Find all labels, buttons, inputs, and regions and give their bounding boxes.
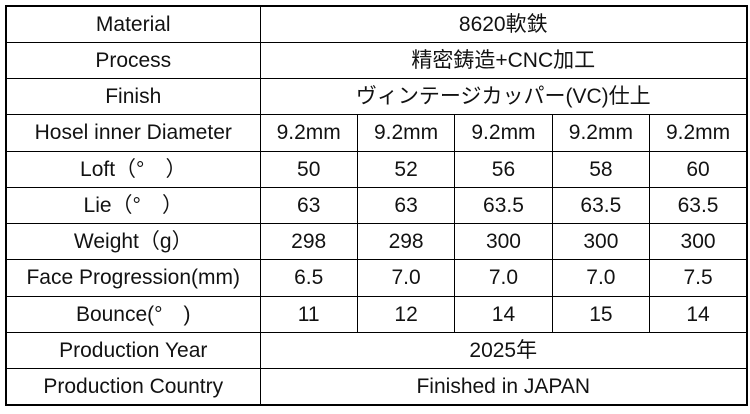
- row-label: Material: [5, 5, 261, 43]
- table-row-loft: Loft（° ） 50 52 56 58 60: [5, 150, 748, 188]
- cell-value: 9.2mm: [356, 114, 456, 152]
- cell-value: 14: [454, 295, 553, 333]
- row-value: 8620軟鉄: [259, 5, 748, 43]
- row-label: Lie（° ）: [5, 186, 261, 225]
- cell-value: 14: [649, 295, 748, 333]
- row-value: 精密鋳造+CNC加工: [259, 41, 748, 80]
- table-row-process: Process 精密鋳造+CNC加工: [5, 41, 748, 80]
- cell-value: 300: [551, 223, 651, 261]
- row-value: ヴィンテージカッパー(VC)仕上: [259, 78, 748, 116]
- table-row-finish: Finish ヴィンテージカッパー(VC)仕上: [5, 78, 748, 116]
- row-label: Production Country: [5, 368, 261, 406]
- row-label: Face Progression(mm): [5, 259, 261, 297]
- cell-value: 60: [649, 150, 748, 188]
- cell-value: 58: [551, 150, 651, 188]
- table-row-weight: Weight（g） 298 298 300 300 300: [5, 223, 748, 261]
- cell-value: 50: [259, 150, 358, 188]
- cell-value: 9.2mm: [259, 114, 358, 152]
- cell-value: 6.5: [259, 259, 358, 297]
- product-spec-table: Material 8620軟鉄 Process 精密鋳造+CNC加工 Finis…: [5, 5, 749, 406]
- row-label: Finish: [5, 78, 261, 116]
- cell-value: 298: [259, 223, 358, 261]
- cell-value: 63.5: [551, 186, 651, 225]
- cell-value: 63: [259, 186, 358, 225]
- cell-value: 7.0: [551, 259, 651, 297]
- table-row-hosel-diameter: Hosel inner Diameter 9.2mm 9.2mm 9.2mm 9…: [5, 114, 748, 152]
- cell-value: 52: [356, 150, 456, 188]
- cell-value: 9.2mm: [551, 114, 651, 152]
- cell-value: 63.5: [454, 186, 553, 225]
- cell-value: 9.2mm: [454, 114, 553, 152]
- table-row-bounce: Bounce(° ) 11 12 14 15 14: [5, 295, 748, 333]
- row-label: Hosel inner Diameter: [5, 114, 261, 152]
- cell-value: 300: [649, 223, 748, 261]
- cell-value: 9.2mm: [649, 114, 748, 152]
- table-row-production-year: Production Year 2025年: [5, 331, 748, 370]
- cell-value: 300: [454, 223, 553, 261]
- cell-value: 11: [259, 295, 358, 333]
- table-row-production-country: Production Country Finished in JAPAN: [5, 368, 748, 406]
- row-label: Weight（g）: [5, 223, 261, 261]
- cell-value: 15: [551, 295, 651, 333]
- cell-value: 7.5: [649, 259, 748, 297]
- table-row-material: Material 8620軟鉄: [5, 5, 748, 43]
- cell-value: 63: [356, 186, 456, 225]
- row-label: Process: [5, 41, 261, 80]
- cell-value: 7.0: [454, 259, 553, 297]
- cell-value: 56: [454, 150, 553, 188]
- row-label: Production Year: [5, 331, 261, 370]
- row-value: Finished in JAPAN: [259, 368, 748, 406]
- cell-value: 63.5: [649, 186, 748, 225]
- cell-value: 298: [356, 223, 456, 261]
- cell-value: 12: [356, 295, 456, 333]
- row-label: Loft（° ）: [5, 150, 261, 188]
- row-label: Bounce(° ): [5, 295, 261, 333]
- cell-value: 7.0: [356, 259, 456, 297]
- table-row-lie: Lie（° ） 63 63 63.5 63.5 63.5: [5, 186, 748, 225]
- table-row-face-progression: Face Progression(mm) 6.5 7.0 7.0 7.0 7.5: [5, 259, 748, 297]
- row-value: 2025年: [259, 331, 748, 370]
